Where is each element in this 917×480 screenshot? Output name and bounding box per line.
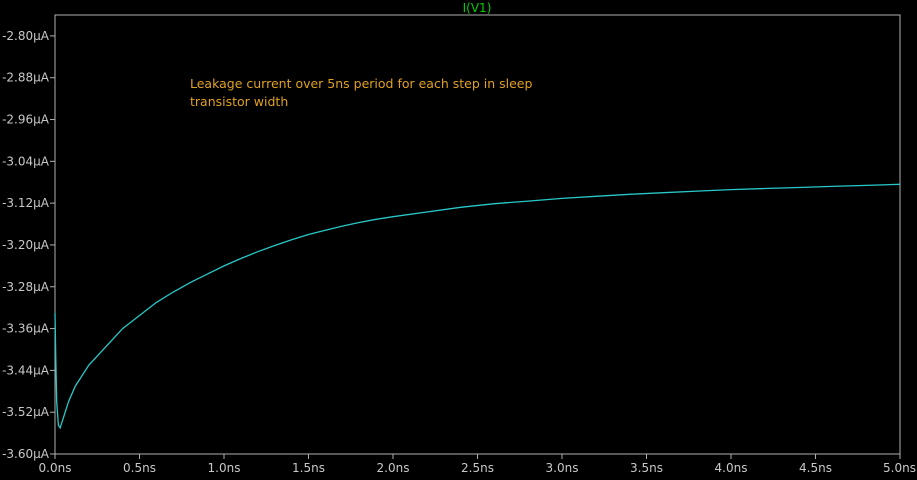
x-tick-label: 0.0ns — [39, 461, 72, 475]
chart-title: I(V1) — [463, 1, 492, 15]
x-tick-label: 4.5ns — [799, 461, 832, 475]
x-tick-label: 5.0ns — [883, 461, 916, 475]
y-tick-label: -3.20µA — [2, 238, 50, 252]
annotation-line-1: Leakage current over 5ns period for each… — [190, 76, 532, 91]
x-tick-label: 1.0ns — [208, 461, 241, 475]
y-tick-label: -2.88µA — [2, 71, 50, 85]
series-line — [54, 183, 901, 430]
y-tick-label: -3.28µA — [2, 280, 50, 294]
y-tick-label: -2.96µA — [2, 113, 50, 127]
x-tick-label: 0.5ns — [123, 461, 156, 475]
annotation-line-2: transistor width — [190, 94, 288, 109]
y-tick-label: -2.80µA — [2, 29, 50, 43]
y-tick-label: -3.52µA — [2, 405, 50, 419]
y-tick-label: -3.04µA — [2, 154, 50, 168]
x-tick-label: 2.0ns — [377, 461, 410, 475]
x-axis: 0.0ns 0.5ns 1.0ns 1.5ns 2.0ns 2.5ns 3.0ns 3.5ns… — [39, 454, 916, 475]
series-group — [54, 183, 901, 430]
x-tick-label: 2.5ns — [461, 461, 494, 475]
y-axis: -2.80µA -2.88µA -2.96µA -3.04µA -3.12µA -3.20… — [2, 29, 55, 461]
y-tick-label: -3.44µA — [2, 363, 50, 377]
x-tick-label: 3.5ns — [630, 461, 663, 475]
y-tick-label: -3.60µA — [2, 447, 50, 461]
y-tick-label: -3.36µA — [2, 322, 50, 336]
y-tick-label: -3.12µA — [2, 196, 50, 210]
x-tick-label: 1.5ns — [292, 461, 325, 475]
x-tick-label: 3.0ns — [546, 461, 579, 475]
x-tick-label: 4.0ns — [715, 461, 748, 475]
